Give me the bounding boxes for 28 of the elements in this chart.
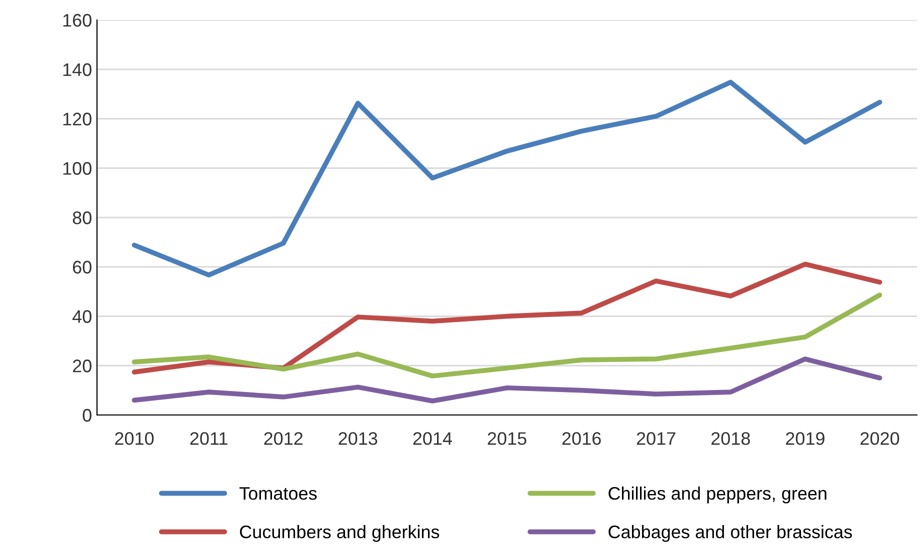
x-tick-label: 2016 [562, 432, 601, 445]
y-tick-label: 80 [72, 211, 92, 224]
line-series [132, 356, 882, 404]
y-tick-label: 60 [72, 260, 92, 274]
legend-label: Tomatoes [239, 487, 317, 500]
x-tick-label: 2019 [786, 432, 824, 445]
legend-label: Cucumbers and gherkins [240, 525, 440, 542]
x-tick-label: 2018 [711, 432, 750, 445]
y-tick-label: 20 [72, 360, 92, 372]
x-tick-label: 2020 [860, 432, 900, 445]
x-tick-label: 2013 [338, 432, 378, 445]
x-tick-label: 2011 [190, 432, 228, 445]
legend-label: Chillies and peppers, green [608, 486, 826, 504]
y-tick-label: 120 [63, 112, 92, 126]
x-tick-label: 2015 [488, 432, 526, 445]
y-tick-label: 160 [63, 14, 92, 27]
y-tick-label: 0 [82, 408, 92, 422]
y-tick-label: 40 [72, 310, 92, 323]
y-tick-label: 100 [63, 162, 92, 175]
x-tick-label: 2012 [264, 432, 303, 445]
y-tick-label: 140 [63, 63, 92, 76]
x-tick-label: 2017 [636, 432, 676, 445]
legend-label: Cabbages and other brassicas [608, 525, 852, 542]
x-tick-label: 2014 [413, 432, 452, 445]
x-tick-label: 2010 [115, 432, 154, 445]
line-series [132, 262, 882, 374]
line-series [132, 80, 882, 278]
line-series [132, 292, 882, 378]
